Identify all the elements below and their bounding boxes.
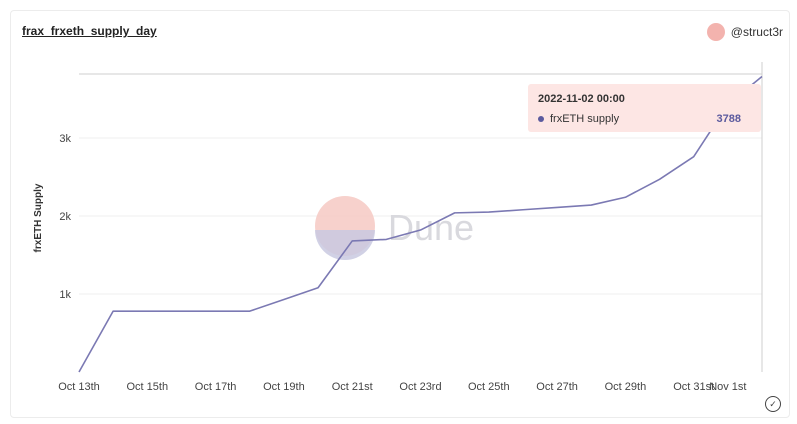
- chart-title[interactable]: frax_frxeth_supply_day: [22, 24, 157, 38]
- author-badge[interactable]: @struct3r: [706, 23, 783, 41]
- avatar: [706, 23, 725, 41]
- x-tick-label: Oct 23rd: [399, 381, 441, 393]
- series-line: [78, 75, 763, 373]
- x-tick-label: Nov 1st: [709, 381, 746, 393]
- check-icon[interactable]: ✓: [765, 396, 781, 412]
- x-tick-label: Oct 15th: [127, 381, 169, 393]
- x-tick-label: Oct 27th: [536, 381, 578, 393]
- grid: [79, 62, 763, 372]
- tooltip-title: 2022-11-02 00:00: [538, 93, 625, 105]
- y-tick-label: 3k: [59, 133, 71, 145]
- y-axis-label: frxETH Supply: [33, 183, 44, 252]
- x-tick-label: Oct 29th: [605, 381, 647, 393]
- series-dot: [538, 116, 544, 122]
- x-tick-label: Oct 13th: [58, 381, 100, 393]
- x-tick-label: Oct 17th: [195, 381, 237, 393]
- tooltip-value: 3788: [716, 113, 741, 125]
- author-name: @struct3r: [730, 25, 783, 39]
- dune-watermark: Dune: [315, 196, 474, 260]
- tooltip-series-name: frxETH supply: [550, 113, 620, 125]
- tooltip-series-row: frxETH supply: [538, 113, 619, 125]
- x-ticks: Oct 13th Oct 15th Oct 17th Oct 19th Oct 21st…: [58, 381, 746, 393]
- x-tick-label: Oct 31st: [673, 381, 714, 393]
- tooltip: 2022-11-02 00:00 frxETH supply 3788: [528, 84, 761, 132]
- series-layer: [78, 75, 763, 373]
- x-tick-label: Oct 25th: [468, 381, 510, 393]
- x-tick-label: Oct 19th: [263, 381, 305, 393]
- y-tick-label: 2k: [59, 211, 71, 223]
- y-tick-label: 1k: [59, 289, 71, 301]
- y-ticks: 1k 2k 3k: [59, 133, 71, 301]
- x-tick-label: Oct 21st: [332, 381, 373, 393]
- watermark-text: Dune: [388, 207, 474, 248]
- chart-card: [10, 10, 790, 418]
